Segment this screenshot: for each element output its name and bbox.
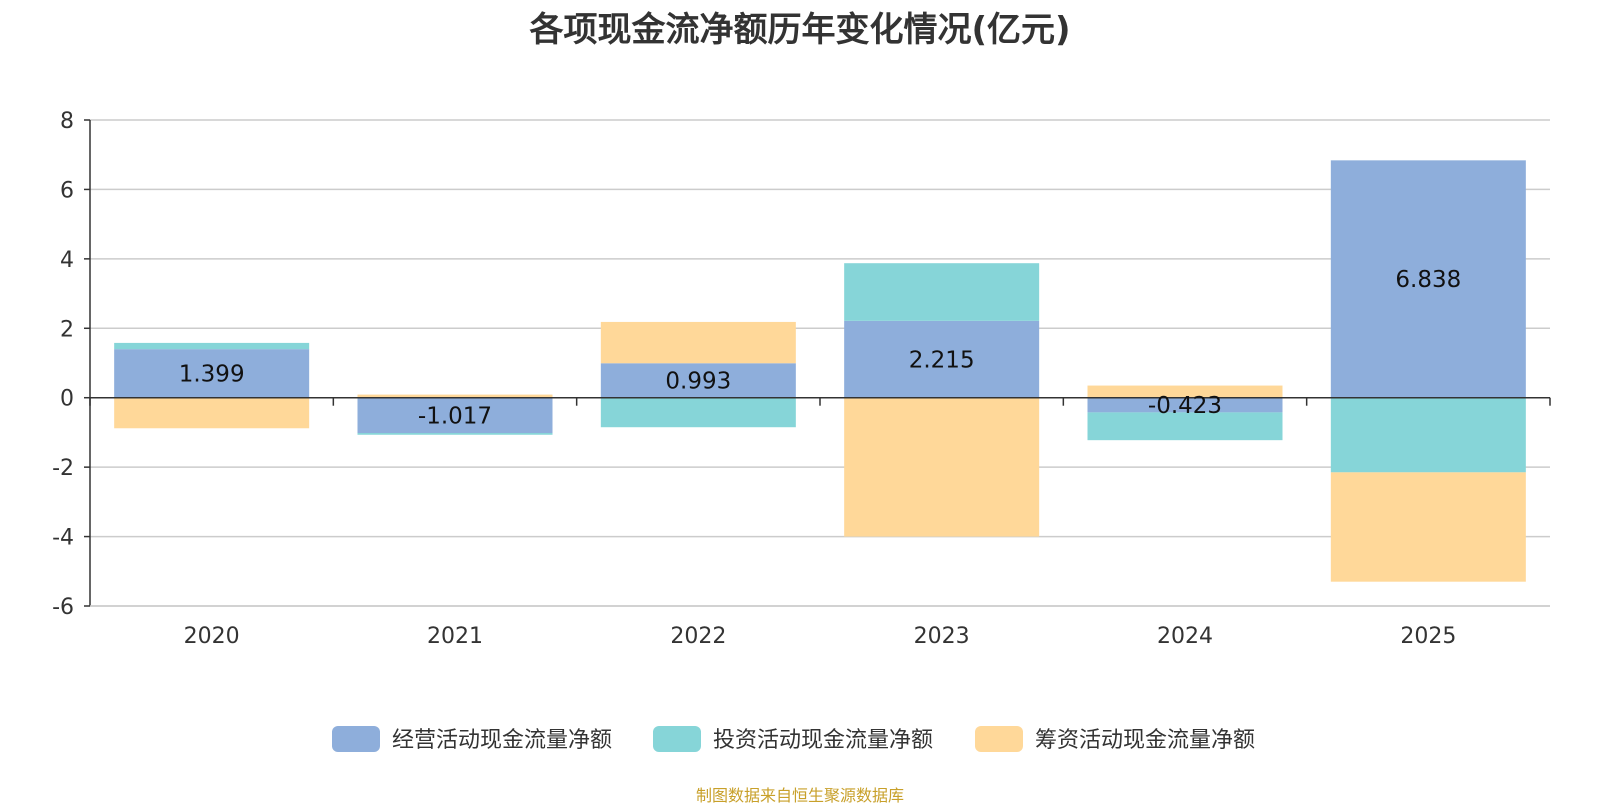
y-tick-label: 2: [60, 317, 74, 342]
x-tick-label: 2024: [1157, 624, 1213, 649]
bar-s2-2020: [114, 342, 310, 350]
bar-s1-2023: [844, 320, 1040, 398]
bar-s3-2021: [357, 394, 553, 398]
bar-s1-2021: [357, 397, 553, 434]
bar-s2-2023: [844, 263, 1040, 321]
bar-s3-2023: [844, 397, 1040, 537]
bar-s3-2025: [1330, 472, 1526, 582]
data-label: 1.399: [179, 361, 245, 387]
bar-s1-2024: [1087, 397, 1283, 413]
data-label: 0.993: [665, 368, 731, 394]
x-tick-label: 2023: [914, 624, 970, 649]
legend-label-2: 投资活动现金流量净额: [713, 728, 933, 753]
bar-s3-2020: [114, 397, 310, 429]
source-note: 制图数据来自恒生聚源数据库: [695, 786, 904, 805]
x-tick-label: 2025: [1400, 624, 1456, 649]
y-tick-label: -4: [52, 526, 74, 551]
legend-label-3: 筹资活动现金流量净额: [1035, 728, 1255, 753]
y-tick-label: -6: [52, 595, 74, 620]
data-label: 2.215: [909, 347, 975, 373]
data-label: 6.838: [1395, 267, 1461, 293]
bar-s1-2022: [600, 363, 796, 398]
x-tick-label: 2020: [184, 624, 240, 649]
x-tick-label: 2022: [670, 624, 726, 649]
x-tick-label: 2021: [427, 624, 483, 649]
bar-s1-2025: [1330, 160, 1526, 398]
data-label: -1.017: [418, 403, 492, 429]
y-tick-label: -2: [52, 456, 74, 481]
bar-s2-2021: [357, 433, 553, 435]
legend-swatch-2: [653, 726, 701, 752]
y-tick-label: 8: [60, 109, 74, 134]
bar-s3-2022: [600, 321, 796, 364]
bar-s2-2022: [600, 397, 796, 428]
y-tick-label: 6: [60, 178, 74, 203]
y-tick-label: 0: [60, 387, 74, 412]
data-label: -0.423: [1148, 393, 1222, 419]
bar-s1-2020: [114, 349, 310, 398]
legend-label-1: 经营活动现金流量净额: [392, 728, 612, 753]
legend-swatch-3: [975, 726, 1023, 752]
y-tick-label: 4: [60, 248, 74, 273]
bar-s3-2024: [1087, 385, 1283, 398]
legend-swatch-1: [332, 726, 380, 752]
bar-s2-2024: [1087, 412, 1283, 441]
chart-title: 各项现金流净额历年变化情况(亿元): [529, 10, 1071, 50]
bar-s2-2025: [1330, 397, 1526, 473]
